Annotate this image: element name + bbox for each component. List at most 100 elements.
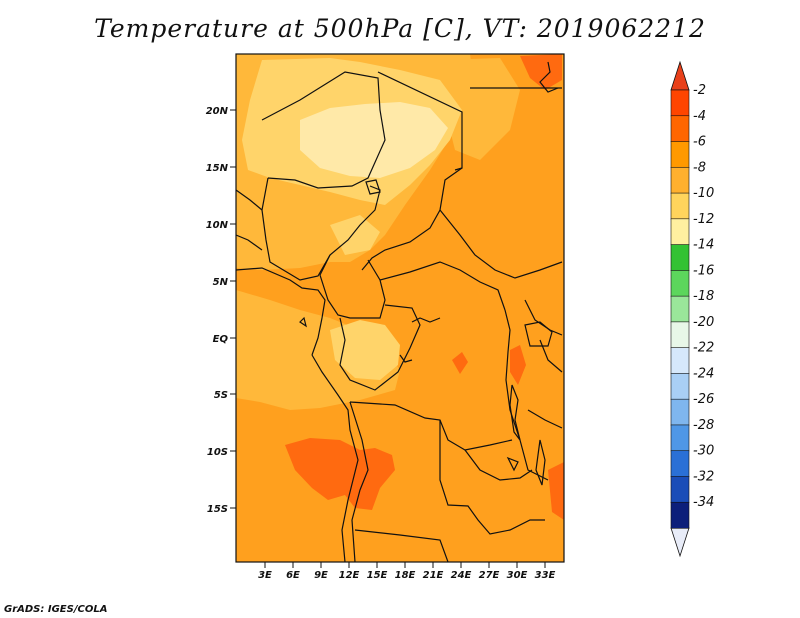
coastline-atlantic-south xyxy=(311,354,359,562)
border-car xyxy=(379,261,506,311)
lon-label-9e: 9E xyxy=(314,570,328,581)
lon-tick-33e: 33E xyxy=(535,562,556,581)
colorbar-swatch xyxy=(670,270,690,297)
temperature-band-light-southwest xyxy=(236,290,400,410)
colorbar-label: -16 xyxy=(693,263,714,278)
lat-tick-15n: 15N xyxy=(206,163,236,174)
border-nigeria xyxy=(261,177,381,281)
colorbar-swatch xyxy=(670,166,690,194)
longitude-axis: 3E 6E 9E 12E 15E 18E 21E 24E 27E 30E 33E xyxy=(258,562,556,581)
colorbar-label: -4 xyxy=(693,109,706,124)
colorbar-legend: -2 -4 -6 -8 -10 -12 -14 -16 -18 -20 -22 -24 -26 -28 -3… xyxy=(670,60,714,558)
lon-tick-3e: 3E xyxy=(258,562,272,581)
border-west xyxy=(236,189,263,251)
lon-label-30e: 30E xyxy=(507,570,528,581)
lat-label-10s: 10S xyxy=(207,447,228,458)
lon-label-21e: 21E xyxy=(423,570,444,581)
latitude-axis: 20N 15N 10N 5N EQ 5S 10S 15S xyxy=(206,106,236,515)
temperature-warm-pocket-southwest xyxy=(285,438,395,510)
border-chad-east xyxy=(361,167,463,271)
lon-tick-24e: 24E xyxy=(451,562,472,581)
colorbar-label: -26 xyxy=(693,392,714,407)
lon-tick-21e: 21E xyxy=(423,562,444,581)
lat-label-5n: 5N xyxy=(213,277,229,288)
colorbar-label: -6 xyxy=(693,135,706,150)
colorbar-label: -12 xyxy=(693,212,714,227)
colorbar-label: -22 xyxy=(693,341,714,356)
lon-tick-6e: 6E xyxy=(286,562,300,581)
colorbar-swatch xyxy=(670,424,690,452)
footer-credit: GrADS: IGES/COLA xyxy=(4,604,108,615)
temperature-warm-pocket-lakes xyxy=(510,345,526,385)
colorbar-swatch xyxy=(670,450,690,478)
lon-tick-27e: 27E xyxy=(479,562,500,581)
lake-victoria xyxy=(524,321,553,347)
lat-label-10n: 10N xyxy=(206,220,229,231)
border-niger-north xyxy=(261,71,386,189)
lat-tick-15s: 15S xyxy=(207,504,236,515)
lon-label-33e: 33E xyxy=(535,570,556,581)
lake-chad xyxy=(365,179,381,195)
lat-tick-5n: 5N xyxy=(213,277,236,288)
border-cameroon xyxy=(319,254,386,319)
colorbar-label: -2 xyxy=(693,83,706,98)
colorbar-swatch xyxy=(670,295,690,323)
lat-tick-10s: 10S xyxy=(207,447,236,458)
colorbar-swatch xyxy=(670,501,690,529)
colorbar-swatch xyxy=(670,141,690,168)
lat-tick-5s: 5S xyxy=(214,390,236,401)
lake-mweru xyxy=(506,456,519,472)
temperature-warm-pocket-east xyxy=(452,352,468,374)
temperature-band-light-east xyxy=(440,58,520,160)
colorbar-label: -10 xyxy=(693,186,714,201)
lon-label-3e: 3E xyxy=(258,570,272,581)
lat-tick-20n: 20N xyxy=(206,106,236,117)
colorbar-label: -32 xyxy=(693,469,714,484)
colorbar-swatch xyxy=(670,347,690,375)
border-uganda-kenya xyxy=(539,339,563,373)
border-southern xyxy=(354,529,449,562)
lon-tick-15e: 15E xyxy=(367,562,388,581)
river-congo xyxy=(399,317,441,363)
border-zambia xyxy=(464,449,533,481)
colorbar-swatch xyxy=(670,89,690,117)
lake-malawi xyxy=(535,439,546,486)
chart-title: Temperature at 500hPa [C], VT: 201906221… xyxy=(94,14,706,43)
map-frame xyxy=(235,53,565,563)
lon-label-24e: 24E xyxy=(451,570,472,581)
colorbar-label: -8 xyxy=(693,160,706,175)
lon-label-6e: 6E xyxy=(286,570,300,581)
country-borders xyxy=(236,61,563,562)
lat-label-eq: EQ xyxy=(213,334,229,345)
border-libya-chad xyxy=(377,71,463,171)
border-drc-east xyxy=(504,309,549,481)
lat-tick-eq: EQ xyxy=(213,334,236,345)
lon-tick-12e: 12E xyxy=(339,562,360,581)
colorbar-top-arrow xyxy=(670,60,690,91)
temperature-band-palest-core xyxy=(300,102,448,178)
lat-tick-10n: 10N xyxy=(206,220,236,231)
lat-label-15s: 15S xyxy=(207,504,228,515)
border-sudan xyxy=(439,209,563,279)
colorbar-swatch xyxy=(670,115,690,143)
border-tanzania xyxy=(527,409,563,429)
colorbar-bottom-arrow xyxy=(670,527,690,558)
coastline-east xyxy=(539,61,559,93)
colorbar-label: -20 xyxy=(693,315,714,330)
colorbar-label: -18 xyxy=(693,289,714,304)
temperature-warm-pocket-southeast xyxy=(548,462,564,520)
colorbar-label: -34 xyxy=(693,495,714,510)
colorbar-swatch xyxy=(670,373,690,400)
map-field xyxy=(236,54,564,562)
border-drc-south xyxy=(349,401,513,451)
lake-tanganyika xyxy=(509,384,521,441)
border-east-africa xyxy=(524,299,563,336)
colorbar-swatch xyxy=(670,192,690,220)
temperature-band-pale-congo xyxy=(330,320,400,380)
lat-label-5s: 5S xyxy=(214,390,228,401)
lon-label-12e: 12E xyxy=(339,570,360,581)
lon-label-27e: 27E xyxy=(479,570,500,581)
temperature-warm-pocket-northeast xyxy=(520,54,562,90)
colorbar-swatch xyxy=(670,476,690,503)
